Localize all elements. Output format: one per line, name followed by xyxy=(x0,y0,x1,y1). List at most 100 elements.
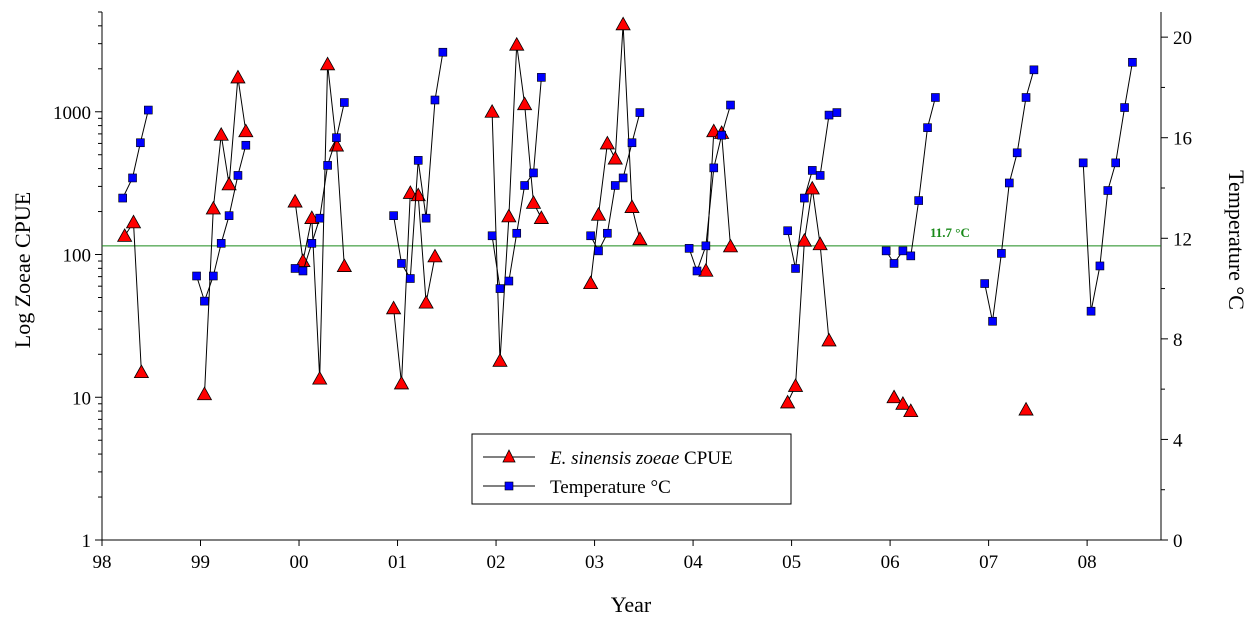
temperature-point xyxy=(537,73,546,82)
temperature-point xyxy=(1103,186,1113,195)
x-tick-label: 98 xyxy=(93,552,112,573)
cpue-point xyxy=(116,228,133,242)
temperature-point xyxy=(914,196,923,205)
temperature-point xyxy=(692,266,702,276)
series-line xyxy=(204,77,247,395)
temperature-point xyxy=(832,108,842,117)
temperature-point xyxy=(487,231,497,241)
cpue-point xyxy=(533,210,550,224)
cpue-point xyxy=(410,187,426,202)
temperature-point xyxy=(323,161,332,170)
temperature-point xyxy=(233,171,243,180)
temperature-point xyxy=(923,123,932,132)
legend-label-cpue-suffix: CPUE xyxy=(679,448,732,469)
temperature-point xyxy=(586,231,595,241)
temperature-point xyxy=(783,226,792,236)
right-tick-label: 12 xyxy=(1173,229,1192,250)
cpue-point xyxy=(393,375,410,390)
temperature-point xyxy=(1078,158,1088,168)
cpue-point xyxy=(304,210,320,224)
series-line xyxy=(196,145,247,303)
temperature-point xyxy=(192,271,201,281)
temperature-point xyxy=(1012,148,1022,158)
temperature-point xyxy=(128,173,137,183)
cpue-point xyxy=(509,36,525,51)
x-tick-label: 00 xyxy=(290,552,309,573)
series-line xyxy=(885,97,936,265)
plot-frame xyxy=(101,12,1162,541)
cpue-point xyxy=(221,176,237,191)
temperature-point xyxy=(290,264,300,273)
cpue-point xyxy=(385,300,402,315)
left-tick-label: 100 xyxy=(63,246,92,267)
temperature-point xyxy=(881,246,891,256)
temperature-point xyxy=(421,213,431,223)
right-tick-label: 20 xyxy=(1173,28,1192,49)
cpue-point xyxy=(698,262,714,277)
temperature-point xyxy=(144,105,153,115)
temperature-point xyxy=(389,211,398,220)
temperature-point xyxy=(118,193,127,203)
left-axis-ticks: 1 10 100 1000 xyxy=(53,11,102,552)
temperature-point xyxy=(529,168,538,178)
cpue-point xyxy=(886,389,902,404)
temperature-point xyxy=(1111,158,1120,168)
temperature-point xyxy=(504,276,514,286)
series-layer xyxy=(116,16,1137,417)
legend: E. sinensis zoeae CPUE Temperature °C xyxy=(471,433,792,505)
temperature-point xyxy=(315,213,325,223)
series-line xyxy=(393,52,444,281)
cpue-point xyxy=(213,126,229,141)
temperature-point xyxy=(438,47,448,57)
x-tick-label: 03 xyxy=(585,552,604,573)
legend-box xyxy=(471,433,792,505)
cpue-point xyxy=(287,193,303,208)
legend-label-cpue-species: E. sinensis zoeae xyxy=(549,448,679,469)
legend-label-temperature: Temperature °C xyxy=(550,477,671,498)
cpue-point xyxy=(812,236,828,251)
cpue-point xyxy=(133,364,150,379)
reference-line-group: 11.7 °C xyxy=(102,225,1161,247)
x-tick-label: 06 xyxy=(881,552,900,573)
x-tick-label: 04 xyxy=(684,552,704,573)
right-axis-title: Temperature °C xyxy=(1224,170,1249,310)
cpue-point xyxy=(492,353,508,367)
temperature-point xyxy=(807,166,817,175)
cpue-point xyxy=(895,395,911,410)
series-line xyxy=(124,220,142,373)
series-line xyxy=(984,69,1035,322)
temperature-point xyxy=(997,249,1006,258)
temperature-point xyxy=(209,271,218,281)
series-line xyxy=(122,109,149,199)
x-axis-ticks: 98 99 00 01 02 03 04 05 06 07 08 xyxy=(93,540,1097,573)
cpue-point xyxy=(787,378,804,392)
temperature-point xyxy=(726,100,735,110)
legend-square-marker xyxy=(504,481,514,491)
temperature-point xyxy=(701,241,711,251)
cpue-point xyxy=(484,103,500,118)
right-tick-label: 8 xyxy=(1173,330,1183,351)
legend-label-cpue: E. sinensis zoeae CPUE xyxy=(549,448,733,469)
left-tick-label: 1 xyxy=(82,531,92,552)
cpue-point xyxy=(804,180,820,195)
cpue-point xyxy=(615,16,631,31)
temperature-point xyxy=(216,239,226,248)
legend-triangle-marker xyxy=(502,449,516,463)
cpue-point xyxy=(607,150,623,165)
temperature-point xyxy=(307,239,317,248)
temperature-point xyxy=(1128,57,1137,67)
temperature-point xyxy=(340,98,349,107)
temperature-point xyxy=(298,266,308,276)
temperature-point xyxy=(1120,103,1129,112)
temperature-point xyxy=(800,193,809,203)
cpue-point xyxy=(418,294,434,309)
cpue-series xyxy=(116,16,1034,417)
x-tick-label: 05 xyxy=(782,552,801,573)
cpue-point xyxy=(722,238,739,253)
temperature-point xyxy=(635,108,645,117)
temperature-point xyxy=(224,211,234,220)
cpue-point xyxy=(821,332,837,347)
left-axis-title: Log Zoeae CPUE xyxy=(10,192,35,348)
temperature-point xyxy=(824,110,834,120)
